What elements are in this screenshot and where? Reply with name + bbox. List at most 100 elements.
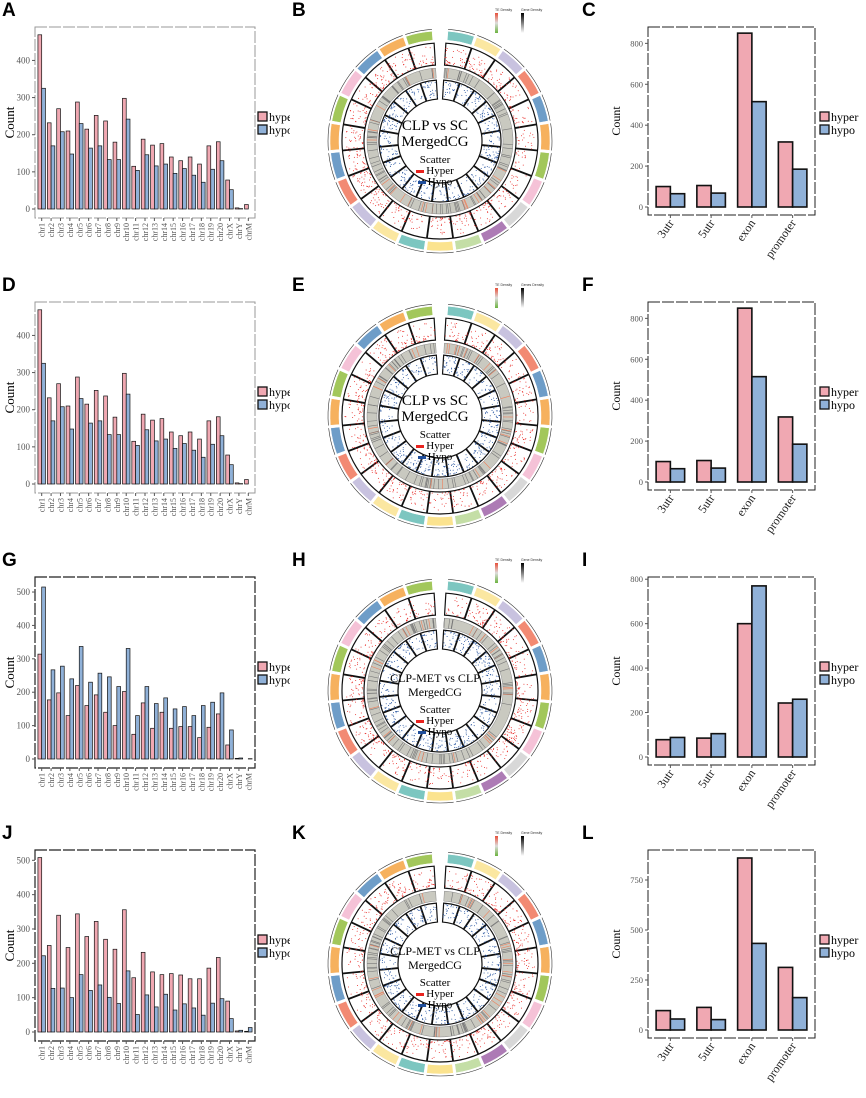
hyper-point <box>378 204 379 205</box>
x-tick-label: 5utr <box>695 492 718 516</box>
hypo-point <box>418 368 419 369</box>
hypo-point <box>492 426 493 427</box>
hypo-point <box>494 427 495 428</box>
hypo-point <box>429 647 430 648</box>
hypo-point <box>449 743 450 744</box>
hypo-point <box>415 379 416 380</box>
hyper-point <box>368 375 369 376</box>
hyper-point <box>407 335 408 336</box>
hypo-point <box>462 103 463 104</box>
x-tick-label: chr6 <box>85 1046 94 1060</box>
hyper-point <box>382 347 383 348</box>
x-tick-label: chr1 <box>38 1046 47 1060</box>
hyper-point <box>500 642 501 643</box>
hyper-point <box>357 151 358 152</box>
hyper-point <box>414 875 415 876</box>
hypo-point <box>472 102 473 103</box>
hyper-point <box>439 771 440 772</box>
hyper-point <box>417 884 418 885</box>
hyper-point <box>411 1041 412 1042</box>
hyper-point <box>368 640 369 641</box>
gene-density-label: Gene Density <box>521 8 542 12</box>
hypo-point <box>456 747 457 748</box>
hypo-point <box>450 85 451 86</box>
hyper-point <box>491 200 492 201</box>
hypo-point <box>406 741 407 742</box>
hyper-point <box>465 66 466 67</box>
hypo-point <box>411 89 412 90</box>
hypo-point <box>414 738 415 739</box>
hypo-point <box>388 116 389 117</box>
hypo-point <box>435 90 436 91</box>
ideogram-scale <box>426 1075 453 1076</box>
hypo-point <box>455 83 456 84</box>
hyper-point <box>429 882 430 883</box>
hypo-point <box>403 656 404 657</box>
hyper-point <box>480 483 481 484</box>
hypo-point <box>417 649 418 650</box>
hypo-point <box>433 199 434 200</box>
hyper-point <box>380 631 381 632</box>
hyper-point <box>505 197 506 198</box>
hyper-point <box>451 329 452 330</box>
hyper-point <box>513 919 514 920</box>
hyper-point <box>405 488 406 489</box>
bar-hypo-chr20 <box>220 161 224 209</box>
hyper-point <box>479 348 480 349</box>
hyper-point <box>407 59 408 60</box>
hyper-point <box>386 752 387 753</box>
y-tick-label: 300 <box>17 93 31 103</box>
hypo-point <box>476 373 477 374</box>
hyper-point <box>410 220 411 221</box>
hypo-point <box>464 637 465 638</box>
hyper-point <box>381 341 382 342</box>
hyper-point <box>396 763 397 764</box>
hyper-point <box>467 333 468 334</box>
hypo-point <box>460 745 461 746</box>
y-axis-label: Count <box>2 656 17 688</box>
bar-hypo-chr14 <box>164 698 168 759</box>
hyper-point <box>490 203 491 204</box>
hyper-point <box>423 62 424 63</box>
hypo-point <box>464 90 465 91</box>
hyper-point <box>469 63 470 64</box>
legend-label-hypo: hypo <box>831 398 855 412</box>
hypo-point <box>424 634 425 635</box>
hyper-point <box>510 365 511 366</box>
bar-hyper-5utr <box>697 738 711 757</box>
hyper-point <box>464 218 465 219</box>
hyper-point <box>477 761 478 762</box>
hyper-point <box>506 642 507 643</box>
hypo-point <box>460 373 461 374</box>
hypo-point <box>428 82 429 83</box>
hyper-point <box>486 622 487 623</box>
legend-swatch-hyper <box>258 112 267 121</box>
hyper-point <box>516 463 517 464</box>
x-tick-label: chr17 <box>188 1046 197 1064</box>
hyper-point <box>388 81 389 82</box>
x-tick-label: chr10 <box>122 223 131 241</box>
hyper-point <box>379 623 380 624</box>
hyper-point <box>448 610 449 611</box>
hypo-point <box>491 386 492 387</box>
hypo-point <box>466 194 467 195</box>
hyper-point <box>497 361 498 362</box>
hypo-point <box>446 469 447 470</box>
hyper-point <box>512 466 513 467</box>
hypo-point <box>455 744 456 745</box>
hypo-point <box>465 100 466 101</box>
hypo-point <box>447 636 448 637</box>
bar-hypo-chr3 <box>60 666 64 759</box>
x-tick-label: chr13 <box>150 498 159 516</box>
hypo-point <box>450 646 451 647</box>
hyper-point <box>423 338 424 339</box>
hypo-point <box>476 368 477 369</box>
hyper-point <box>404 759 405 760</box>
hypo-point <box>443 365 444 366</box>
hypo-point <box>413 648 414 649</box>
hyper-point <box>499 636 500 637</box>
hyper-point <box>385 750 386 751</box>
panel-label: J <box>2 823 13 845</box>
hyper-point <box>503 641 504 642</box>
hyper-point <box>512 629 513 630</box>
